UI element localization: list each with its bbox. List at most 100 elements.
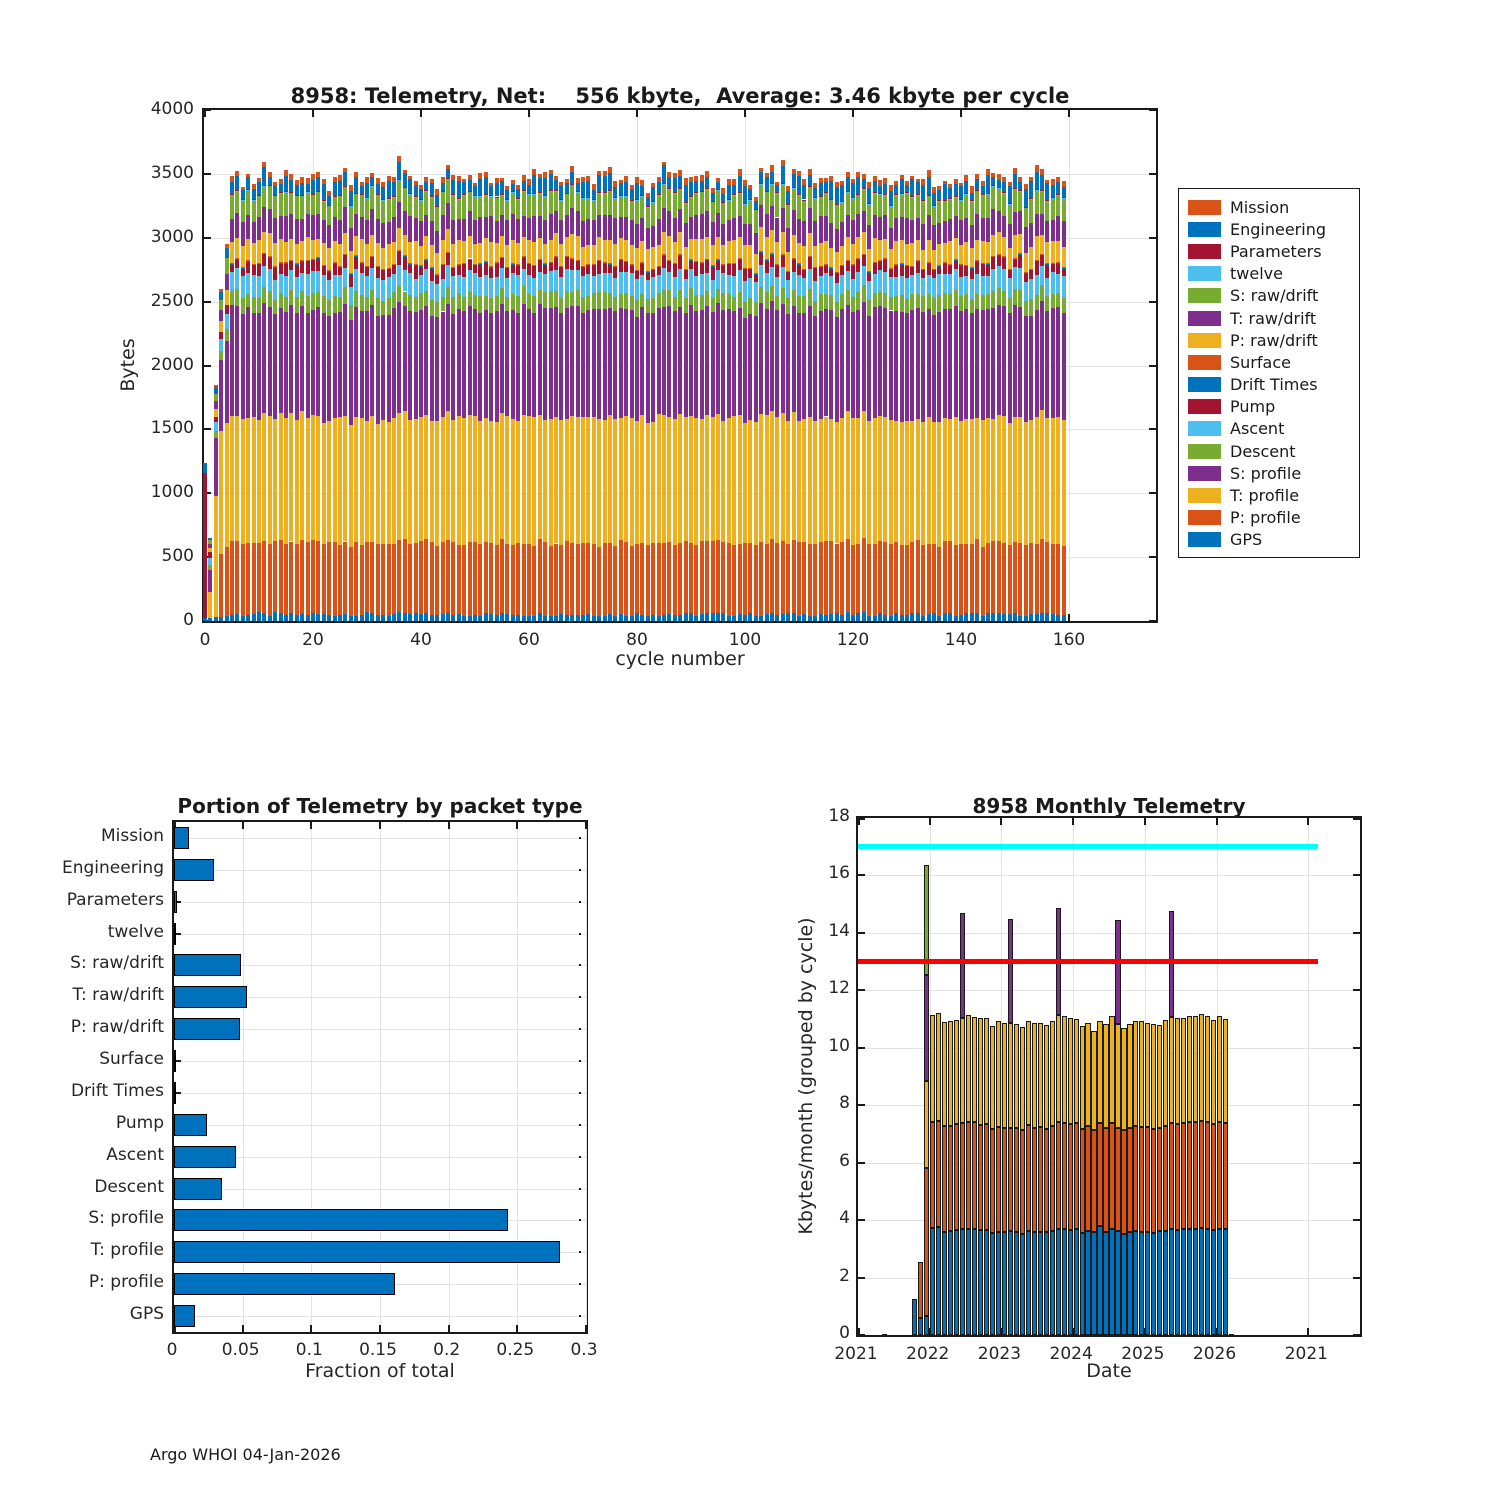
- bar-segment: [759, 168, 764, 172]
- bar-segment: [688, 181, 694, 197]
- x-tick-label: 0: [199, 630, 211, 650]
- bar-segment: [537, 290, 542, 304]
- bar-segment: [1002, 543, 1007, 614]
- bar-segment: [483, 262, 488, 275]
- bar-segment: [402, 169, 407, 174]
- bar-segment: [510, 214, 515, 240]
- bar-segment: [640, 195, 645, 218]
- bar-segment: [586, 197, 591, 219]
- bar-segment: [1034, 614, 1039, 621]
- bar-segment: [645, 313, 650, 423]
- bar-segment: [629, 545, 634, 617]
- bar-segment: [499, 257, 505, 258]
- bar-segment: [364, 311, 370, 422]
- bar-segment: [375, 183, 380, 194]
- month-bar-segment: [1001, 1023, 1007, 1128]
- bar-segment: [667, 189, 672, 211]
- bar-segment: [343, 232, 348, 254]
- bar-segment: [715, 213, 721, 237]
- bar-segment: [818, 293, 823, 311]
- month-bar-segment: [983, 1123, 990, 1230]
- bar-segment: [289, 260, 294, 261]
- month-bar-segment: [1079, 1233, 1085, 1335]
- bar-segment: [586, 263, 591, 265]
- bar-segment: [321, 184, 326, 200]
- legend-item: T: raw/drift: [1188, 307, 1350, 329]
- bar-segment: [813, 266, 818, 268]
- legend-item: Drift Times: [1188, 374, 1350, 396]
- bar-segment: [672, 241, 677, 263]
- bar-segment: [305, 178, 310, 184]
- bar-segment: [526, 193, 532, 218]
- bar-segment: [656, 307, 661, 415]
- bar-segment: [721, 202, 726, 224]
- bar-segment: [591, 308, 596, 417]
- y-tick: [204, 492, 211, 495]
- bar-segment: [559, 544, 564, 614]
- bar-segment: [1007, 182, 1012, 186]
- bar-segment: [867, 543, 872, 616]
- bar-segment: [597, 292, 602, 309]
- bar-segment: [1034, 188, 1039, 190]
- bar-segment: [705, 211, 710, 237]
- bar-segment: [273, 266, 278, 268]
- bar-segment: [651, 268, 656, 270]
- bar-segment: [451, 313, 456, 420]
- bar-segment: [769, 184, 775, 206]
- bar-segment: [958, 200, 964, 221]
- bar-segment: [472, 244, 478, 264]
- bar-segment: [526, 274, 532, 294]
- bar-segment: [1056, 240, 1061, 262]
- bar-segment: [634, 278, 640, 301]
- bar-segment: [732, 263, 737, 277]
- bar-segment: [651, 202, 656, 227]
- bar-segment: [332, 542, 337, 616]
- bar-segment: [472, 273, 478, 295]
- bar-segment: [386, 244, 391, 268]
- bar-segment: [1018, 616, 1023, 621]
- bar-segment: [888, 249, 893, 269]
- bar-segment: [1039, 254, 1045, 255]
- bar-segment: [586, 176, 591, 182]
- bar-segment: [305, 296, 310, 314]
- bar-segment: [462, 195, 467, 219]
- bar-segment: [418, 416, 424, 541]
- bar-segment: [1007, 204, 1012, 224]
- bar-segment: [1045, 311, 1050, 418]
- bar-segment: [208, 543, 213, 549]
- bar-segment: [489, 242, 494, 267]
- bar-segment: [526, 615, 532, 621]
- bar-segment: [629, 295, 634, 310]
- month-bar-segment: [930, 1014, 936, 1122]
- bar-segment: [872, 181, 877, 192]
- y-gridline: [858, 990, 1360, 992]
- bar-segment: [300, 194, 305, 196]
- bar-segment: [823, 540, 829, 615]
- bar-segment: [256, 195, 262, 218]
- bar-segment: [235, 171, 240, 177]
- bar-segment: [818, 197, 823, 217]
- bar-segment: [391, 195, 397, 197]
- bar-segment: [240, 298, 245, 314]
- bar-segment: [413, 278, 418, 298]
- x-tick: [174, 1325, 176, 1332]
- bar-segment: [996, 186, 1001, 188]
- bar-segment: [516, 275, 521, 296]
- bar-segment: [478, 296, 483, 313]
- bar-segment: [1012, 188, 1018, 190]
- bar-segment: [229, 194, 235, 195]
- bar-segment: [904, 264, 910, 266]
- bar-segment: [267, 185, 272, 210]
- bar-segment: [705, 170, 710, 177]
- bar-segment: [408, 614, 413, 621]
- bar-segment: [710, 279, 715, 298]
- bar-segment: [759, 227, 764, 252]
- bar-segment: [435, 615, 440, 621]
- bar-segment: [445, 164, 451, 170]
- bar-segment: [640, 217, 645, 241]
- bar-segment: [732, 185, 737, 195]
- bar-segment: [418, 310, 424, 417]
- bar-segment: [429, 244, 434, 268]
- bar-segment: [489, 614, 494, 621]
- bar-segment: [975, 174, 980, 179]
